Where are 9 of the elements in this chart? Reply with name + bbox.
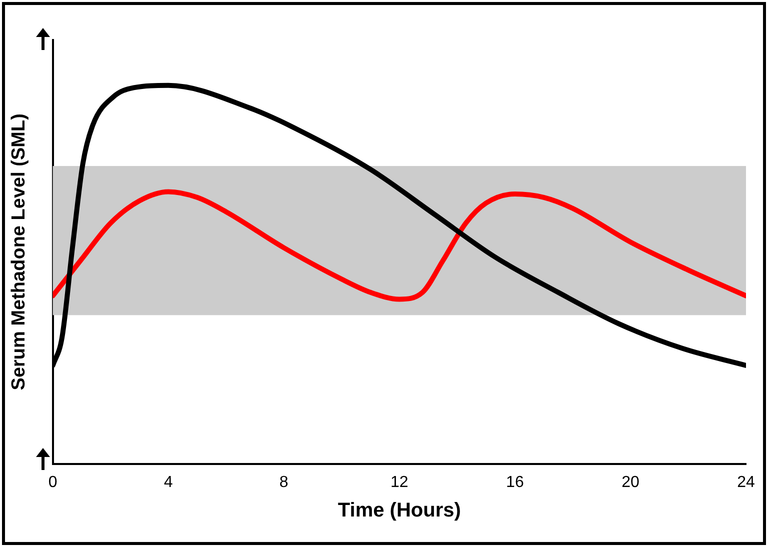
x-tick-label: 4 <box>164 474 173 491</box>
x-tick-label: 12 <box>390 474 408 491</box>
y-axis-title: Serum Methadone Level (SML) <box>8 114 30 390</box>
x-tick-label: 20 <box>622 474 640 491</box>
x-axis-title: Time (Hours) <box>338 500 461 522</box>
x-tick-label: 0 <box>48 474 58 491</box>
x-tick-label: 16 <box>506 474 524 491</box>
x-tick-label: 8 <box>279 474 288 491</box>
x-tick-label: 24 <box>737 474 755 491</box>
